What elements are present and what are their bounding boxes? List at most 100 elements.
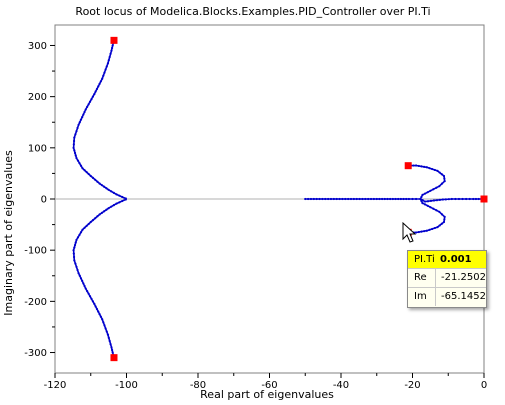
locus-point	[95, 87, 99, 91]
locus-point	[74, 154, 77, 157]
locus-point	[414, 164, 418, 167]
locus-point	[428, 228, 431, 231]
locus-point	[94, 178, 97, 181]
locus-point	[324, 197, 327, 201]
locus-point	[82, 113, 85, 116]
locus-point	[389, 197, 392, 201]
tooltip-re-row: Re -21.2502	[408, 268, 486, 287]
locus-point	[438, 210, 441, 213]
locus-point	[82, 282, 85, 285]
locus-point	[465, 197, 468, 201]
locus-point	[383, 197, 386, 201]
locus-point	[110, 205, 113, 208]
locus-point	[442, 174, 446, 178]
endpoint-marker	[110, 354, 118, 362]
locus-point	[414, 197, 418, 201]
locus-point	[358, 197, 361, 201]
locus-point	[344, 197, 347, 201]
locus-point	[457, 197, 461, 201]
locus-point	[411, 197, 414, 201]
tooltip-param-label: PI.Ti	[414, 254, 435, 265]
locus-point	[74, 262, 77, 265]
locus-point	[83, 110, 86, 114]
locus-point	[405, 197, 408, 201]
locus-point	[79, 277, 83, 280]
locus-point	[111, 44, 114, 47]
locus-point	[94, 90, 97, 93]
locus-point	[423, 200, 427, 203]
locus-point	[420, 199, 423, 203]
locus-point	[104, 327, 107, 330]
locus-point	[438, 224, 441, 227]
locus-point	[108, 55, 111, 59]
locus-point	[118, 194, 121, 197]
locus-point	[121, 199, 124, 203]
locus-point	[98, 313, 101, 316]
locus-point	[81, 279, 84, 282]
locus-point	[98, 213, 101, 216]
locus-point	[75, 130, 78, 133]
endpoint-marker	[480, 195, 488, 203]
locus-point	[72, 146, 75, 149]
locus-point	[441, 198, 444, 201]
locus-point	[438, 185, 441, 188]
endpoint-marker	[110, 36, 118, 44]
locus-point	[103, 210, 106, 213]
locus-point	[96, 180, 99, 183]
locus-point	[103, 185, 106, 188]
locus-point	[110, 346, 113, 349]
locus-point	[75, 156, 78, 160]
locus-point	[110, 190, 113, 193]
locus-point	[329, 197, 333, 201]
locus-point	[369, 197, 373, 201]
locus-point	[412, 164, 415, 167]
locus-point	[107, 207, 110, 210]
locus-point	[101, 77, 104, 80]
locus-point	[397, 197, 400, 201]
locus-point	[91, 95, 94, 98]
locus-point	[440, 222, 443, 225]
locus-point	[438, 171, 441, 174]
locus-point	[421, 201, 424, 205]
locus-point	[399, 197, 402, 201]
locus-point	[78, 274, 81, 277]
locus-point	[417, 230, 420, 234]
locus-point	[347, 197, 350, 201]
locus-point	[443, 179, 446, 183]
locus-point	[76, 126, 79, 130]
locus-branch	[408, 164, 484, 203]
locus-point	[429, 199, 433, 202]
locus-point	[440, 213, 444, 216]
locus-point	[87, 172, 90, 176]
locus-point	[341, 197, 344, 201]
mouse-pointer-icon	[402, 222, 417, 243]
locus-point	[74, 241, 77, 244]
locus-point	[107, 59, 110, 62]
y-tick-label: -200	[24, 297, 47, 308]
locus-point	[100, 211, 104, 214]
locus-point	[78, 121, 81, 124]
locus-point	[72, 252, 75, 255]
x-axis-label: Real part of eigenvalues	[200, 388, 334, 401]
locus-point	[73, 259, 76, 262]
x-tick-label: -60	[261, 380, 277, 391]
locus-point	[436, 226, 439, 229]
locus-point	[90, 98, 93, 101]
locus-point	[110, 46, 114, 50]
locus-point	[429, 189, 432, 192]
locus-point	[349, 197, 353, 201]
locus-point	[73, 151, 77, 155]
locus-point	[78, 233, 81, 236]
locus-point	[94, 305, 97, 308]
locus-point	[428, 167, 431, 170]
locus-point	[420, 230, 423, 233]
locus-point	[414, 231, 418, 234]
locus-point	[367, 197, 370, 201]
locus-point	[107, 336, 110, 339]
locus-point	[432, 188, 435, 191]
tooltip-im-row: Im -65.1452	[408, 287, 486, 306]
locus-point	[108, 339, 111, 343]
locus-point	[431, 167, 434, 171]
y-tick-label: -100	[24, 246, 47, 257]
locus-point	[332, 197, 335, 201]
